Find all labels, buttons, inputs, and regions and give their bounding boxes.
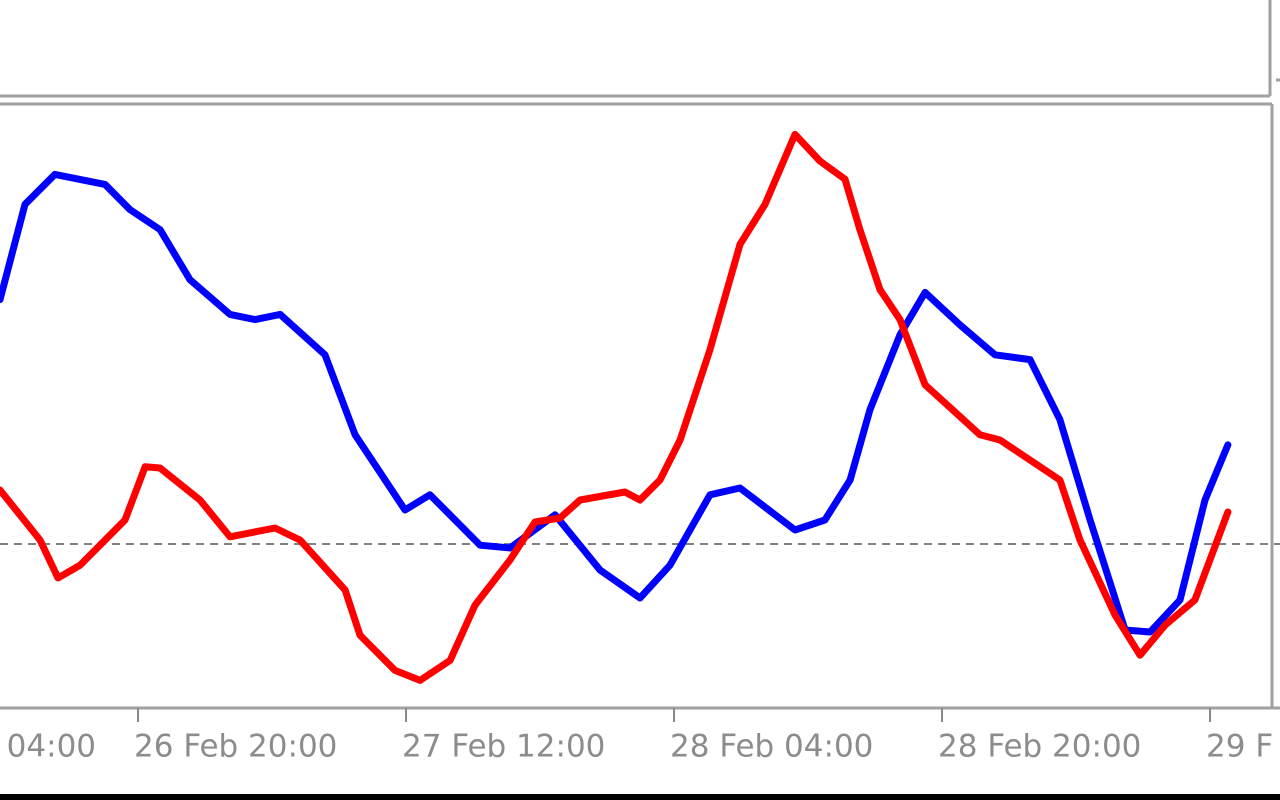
series-line [0, 170, 1232, 636]
x-tick-label: 28 Feb 20:00 [938, 729, 1141, 765]
x-tick-label: 28 Feb 04:00 [670, 729, 873, 765]
x-tick-label: 04:00 [7, 729, 96, 765]
series-line [0, 130, 1232, 684]
x-tick-label: 26 Feb 20:00 [134, 729, 337, 765]
plot-area: 04:00 26 Feb 20:00 27 Feb 12:00 28 Feb 04:0… [0, 130, 1280, 765]
x-tick-label: 29 F [1206, 729, 1273, 765]
x-tick-label: 27 Feb 12:00 [402, 729, 605, 765]
